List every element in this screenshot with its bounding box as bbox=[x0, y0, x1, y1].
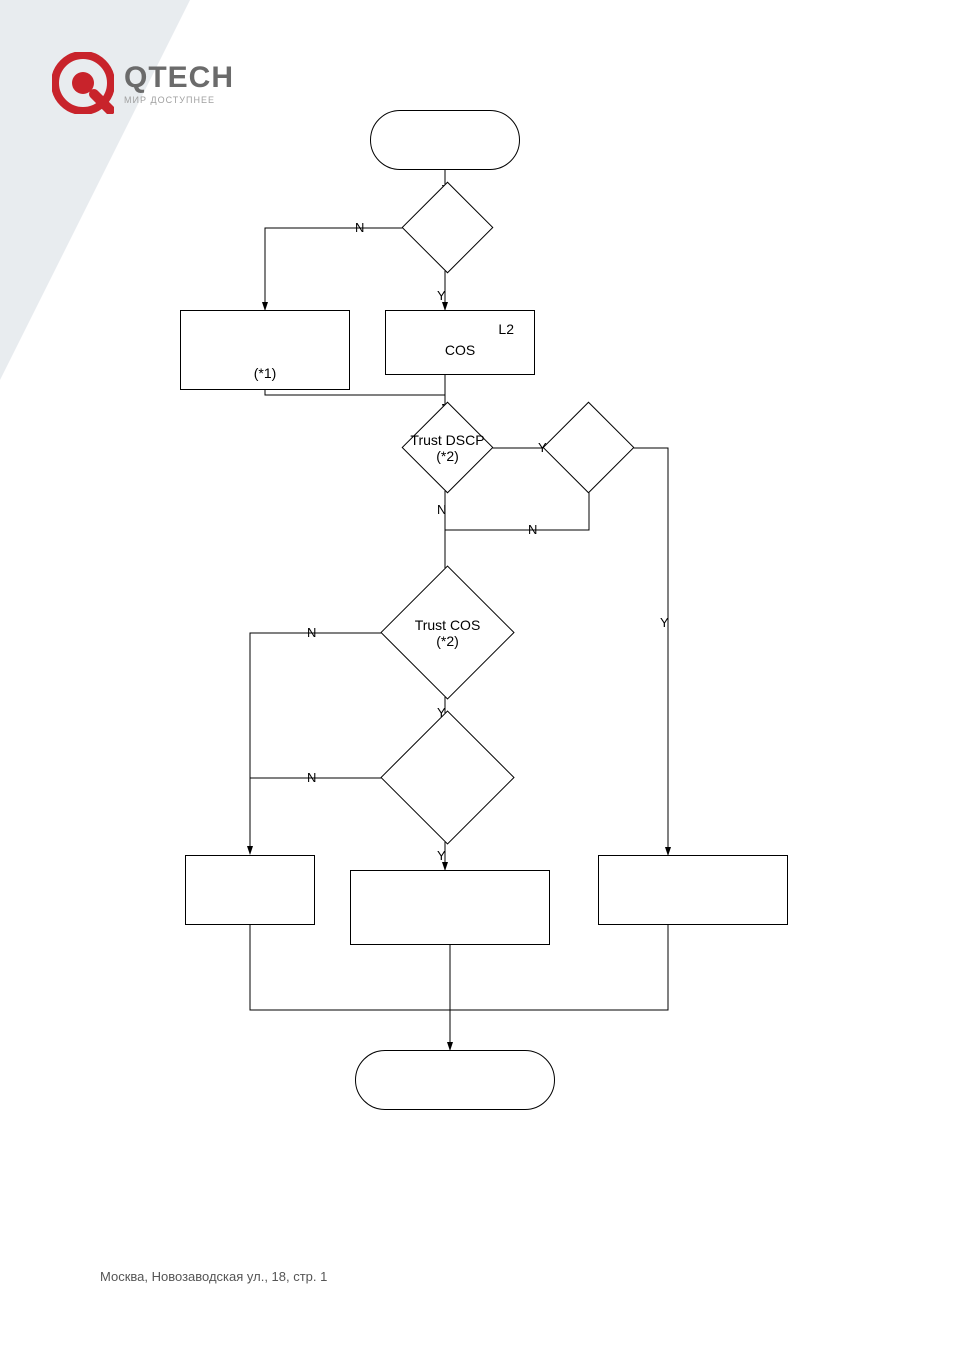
node-p1: (*1) bbox=[180, 310, 350, 390]
node-d1 bbox=[402, 182, 494, 274]
node-p3 bbox=[185, 855, 315, 925]
node-p2: L2COS bbox=[385, 310, 535, 375]
node-p5 bbox=[598, 855, 788, 925]
node-d4 bbox=[380, 710, 514, 844]
footer-text: Москва, Новозаводская ул., 18, стр. 1 bbox=[100, 1269, 327, 1284]
node-end bbox=[355, 1050, 555, 1110]
node-d2: Trust DSCP(*2) bbox=[402, 402, 494, 494]
node-p4 bbox=[350, 870, 550, 945]
edge-label-d4-p3b: N bbox=[307, 770, 316, 785]
node-d5 bbox=[543, 402, 635, 494]
flowchart-diagram: (*1) L2COS Trust DSCP(*2) Trust COS(*2) N Y Y… bbox=[0, 100, 954, 1100]
edge-label-d3-d4: Y bbox=[437, 705, 446, 720]
edge-label-d3-p3: N bbox=[307, 625, 316, 640]
edge-label-d2-d3: N bbox=[437, 502, 446, 517]
node-d3: Trust COS(*2) bbox=[380, 565, 514, 699]
edge-label-d1-p2: Y bbox=[437, 288, 446, 303]
edge-label-d5-d3merge: N bbox=[528, 522, 537, 537]
logo-name: QTECH bbox=[124, 61, 234, 95]
edge-label-d1-p1: N bbox=[355, 220, 364, 235]
edge-label-d2-d5: Y bbox=[538, 440, 547, 455]
edge-label-d5-p5: Y bbox=[660, 615, 669, 630]
edge-label-d4-p4: Y bbox=[437, 848, 446, 863]
node-start bbox=[370, 110, 520, 170]
